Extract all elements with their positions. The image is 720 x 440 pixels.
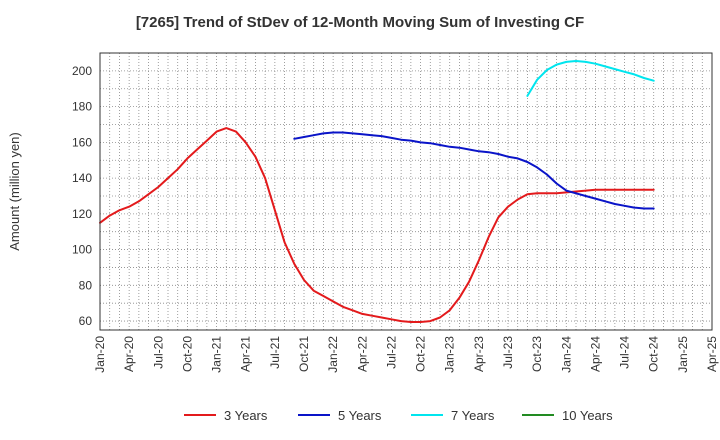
x-tick-label: Apr-22 (355, 336, 369, 372)
chart-title: [7265] Trend of StDev of 12-Month Moving… (135, 14, 585, 31)
legend-label: 5 Years (338, 408, 382, 423)
x-tick-label: Jan-21 (210, 336, 224, 373)
x-tick-label: Jan-22 (326, 336, 340, 373)
x-tick-label: Jul-21 (268, 336, 282, 369)
y-tick-label: 160 (72, 135, 92, 149)
legend-label: 3 Years (224, 408, 268, 423)
x-tick-labels: Jan-20 Apr-20 Jul-20 Oct-20 Jan-21 Apr-21 Jul-… (93, 336, 719, 373)
y-axis-title: Amount (million yen) (7, 132, 22, 251)
x-tick-label: Jul-20 (151, 336, 165, 369)
y-tick-label: 100 (72, 243, 92, 257)
plot-background (100, 53, 712, 330)
y-tick-label: 60 (79, 314, 93, 328)
x-tick-label: Apr-24 (588, 336, 602, 372)
x-tick-label: Apr-23 (472, 336, 486, 372)
x-tick-label: Jan-20 (93, 336, 107, 373)
series-line-3-years (99, 127, 655, 323)
y-tick-label: 140 (72, 171, 92, 185)
x-tick-label: Oct-24 (647, 336, 661, 372)
plot-frame (99, 52, 713, 331)
y-tick-label: 80 (79, 278, 93, 292)
y-tick-label: 120 (72, 207, 92, 221)
y-tick-label: 180 (72, 100, 92, 114)
x-tick-label: Oct-21 (297, 336, 311, 372)
series-layer (99, 60, 655, 323)
axes (99, 52, 713, 331)
x-tick-label: Oct-23 (530, 336, 544, 372)
legend-label: 10 Years (562, 408, 613, 423)
legend: 3 Years 5 Years 7 Years 10 Years (184, 408, 613, 423)
x-tick-label: Apr-21 (239, 336, 253, 372)
x-tick-label: Apr-20 (122, 336, 136, 372)
x-tick-label: Jul-23 (501, 336, 515, 369)
y-tick-label: 200 (72, 64, 92, 78)
series-line-5-years (293, 131, 655, 210)
x-tick-label: Jan-23 (443, 336, 457, 373)
x-tick-label: Jul-24 (618, 336, 632, 369)
plot-area (100, 53, 712, 330)
x-tick-label: Apr-25 (705, 336, 719, 372)
y-tick-labels: 60 80 100 120 140 160 180 200 (72, 64, 92, 328)
x-tick-label: Oct-20 (180, 336, 194, 372)
x-tick-label: Jan-24 (559, 336, 573, 373)
x-tick-label: Oct-22 (414, 336, 428, 372)
series-line-7-years (526, 60, 655, 97)
x-tick-label: Jul-22 (384, 336, 398, 369)
x-tick-label: Jan-25 (676, 336, 690, 373)
legend-label: 7 Years (451, 408, 495, 423)
